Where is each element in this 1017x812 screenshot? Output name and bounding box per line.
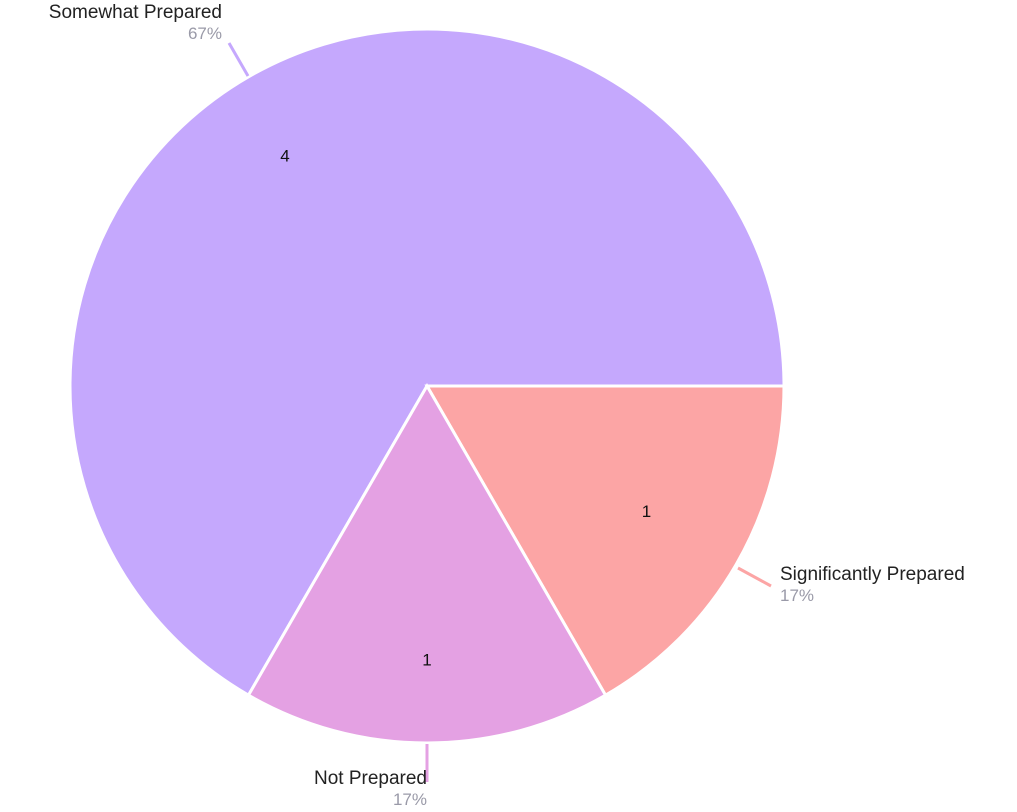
slice-count-label-somewhat-prepared: 4 [280,146,289,165]
count-labels-layer: 4 1 1 [280,146,651,669]
slice-name-label-somewhat-prepared: Somewhat Prepared [49,2,222,23]
leader-line-significantly-prepared [737,566,772,588]
leader-lines-layer [227,42,772,782]
slices-layer [68,27,786,745]
pie-slice-somewhat-prepared [68,27,786,698]
pie-slice-not-prepared [246,383,608,745]
slice-name-label-significantly-prepared: Significantly Prepared [780,564,965,585]
slice-percent-label-somewhat-prepared: 67% [188,24,222,43]
slice-percent-label-significantly-prepared: 17% [780,586,814,605]
pie-slice-significantly-prepared [424,384,786,698]
leader-line-somewhat-prepared [227,42,250,77]
slice-count-label-significantly-prepared: 1 [642,502,651,521]
slice-name-label-not-prepared: Not Prepared [314,768,427,789]
slice-percent-label-not-prepared: 17% [393,790,427,809]
slice-count-label-not-prepared: 1 [422,650,431,669]
